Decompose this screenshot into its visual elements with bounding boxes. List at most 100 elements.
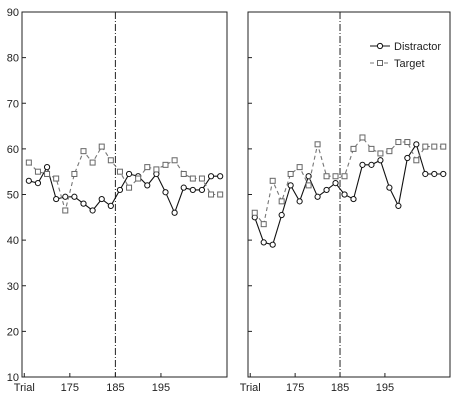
distractor-point xyxy=(107,202,114,210)
y-tick-label: 70 xyxy=(7,98,19,110)
target-point xyxy=(395,139,402,146)
distractor-point xyxy=(395,202,402,210)
distractor-point xyxy=(180,184,187,191)
tick-labels: 10 20 30 40 50 60 70 80 90 Trial 175 185 195 Trial 175… xyxy=(7,7,394,394)
target-point xyxy=(350,145,357,152)
target-point xyxy=(368,145,375,152)
distractor-point xyxy=(71,193,78,200)
distractor-point xyxy=(125,170,133,178)
distractor-point xyxy=(377,157,384,164)
legend-square-marker xyxy=(377,60,383,66)
distractor-point xyxy=(43,164,51,171)
target-point xyxy=(217,191,224,198)
x-tick-label: 195 xyxy=(376,382,394,394)
target-point xyxy=(287,170,294,177)
target-point xyxy=(296,164,303,171)
distractor-point xyxy=(341,191,348,198)
x-tick-label: 195 xyxy=(152,382,170,394)
target-point xyxy=(107,157,114,164)
distractor-point xyxy=(260,239,267,246)
target-point xyxy=(44,170,51,177)
target-point xyxy=(189,175,196,182)
target-point xyxy=(440,143,447,150)
y-tick-label: 30 xyxy=(7,281,19,293)
y-tick-label: 20 xyxy=(7,326,19,338)
panel-frame-1 xyxy=(21,11,228,378)
target-point xyxy=(359,134,366,141)
distractor-point xyxy=(116,186,124,194)
distractor-point xyxy=(198,186,206,194)
x-tick-label: 185 xyxy=(331,382,349,394)
distractor-point xyxy=(413,141,420,148)
target-point xyxy=(314,141,321,148)
target-point xyxy=(80,148,87,155)
distractor-point xyxy=(440,170,447,178)
target-point xyxy=(251,209,258,216)
x-tick-label: 185 xyxy=(106,382,124,394)
target-point xyxy=(153,166,160,173)
target-point xyxy=(71,170,78,177)
target-point xyxy=(269,177,276,184)
target-line xyxy=(28,145,221,213)
target-point xyxy=(62,207,69,214)
legend-circle-marker xyxy=(376,42,384,50)
distractor-point xyxy=(62,193,69,200)
distractor-point xyxy=(287,182,294,189)
distractor-point xyxy=(162,189,169,196)
distractor-point xyxy=(431,170,438,178)
distractor-point xyxy=(53,195,60,203)
distractor-point xyxy=(269,241,276,248)
target-point xyxy=(341,173,348,180)
distractor-point xyxy=(350,195,357,203)
distractor-point xyxy=(171,209,178,216)
target-point xyxy=(98,143,105,150)
distractor-point xyxy=(34,179,42,187)
distractor-line xyxy=(28,165,221,215)
distractor-point xyxy=(80,200,87,207)
distractor-point xyxy=(189,186,196,194)
data-series xyxy=(25,134,447,248)
distractor-point xyxy=(404,154,411,162)
target-point xyxy=(413,157,420,164)
distractor-point xyxy=(144,182,151,189)
target-point xyxy=(198,175,205,182)
target-point xyxy=(208,191,215,198)
target-point xyxy=(25,159,32,166)
y-tick-label: 50 xyxy=(7,190,19,202)
y-tick-label: 60 xyxy=(7,144,19,156)
target-point xyxy=(278,198,285,205)
distractor-point xyxy=(278,211,285,219)
legend: Distractor Target xyxy=(370,41,441,70)
x-tick-label: 175 xyxy=(286,382,304,394)
distractor-point xyxy=(368,161,375,168)
y-tick-label: 80 xyxy=(7,53,19,65)
distractor-point xyxy=(296,198,303,205)
target-point xyxy=(116,168,123,175)
legend-label-distractor: Distractor xyxy=(394,41,441,53)
target-point xyxy=(404,139,411,146)
distractor-point xyxy=(89,207,96,214)
y-tick-label: 10 xyxy=(7,372,19,384)
target-point xyxy=(171,157,178,164)
x-tick-label: Trial xyxy=(14,382,35,394)
x-tick-label: 175 xyxy=(61,382,79,394)
target-point xyxy=(144,164,151,171)
target-point xyxy=(180,170,187,177)
distractor-point xyxy=(217,173,224,180)
target-point xyxy=(162,161,169,168)
distractor-point xyxy=(359,161,366,168)
panel-frames xyxy=(21,11,451,378)
target-point xyxy=(260,221,267,228)
legend-label-target: Target xyxy=(394,58,425,70)
target-point xyxy=(386,148,393,155)
y-tick-label: 40 xyxy=(7,235,19,247)
distractor-point xyxy=(25,177,32,184)
y-tick-label: 90 xyxy=(7,7,19,19)
target-point xyxy=(34,168,41,175)
reference-lines xyxy=(114,12,341,377)
target-point xyxy=(126,184,133,191)
distractor-point xyxy=(314,193,321,200)
distractor-point xyxy=(422,170,429,178)
target-point xyxy=(89,159,96,166)
